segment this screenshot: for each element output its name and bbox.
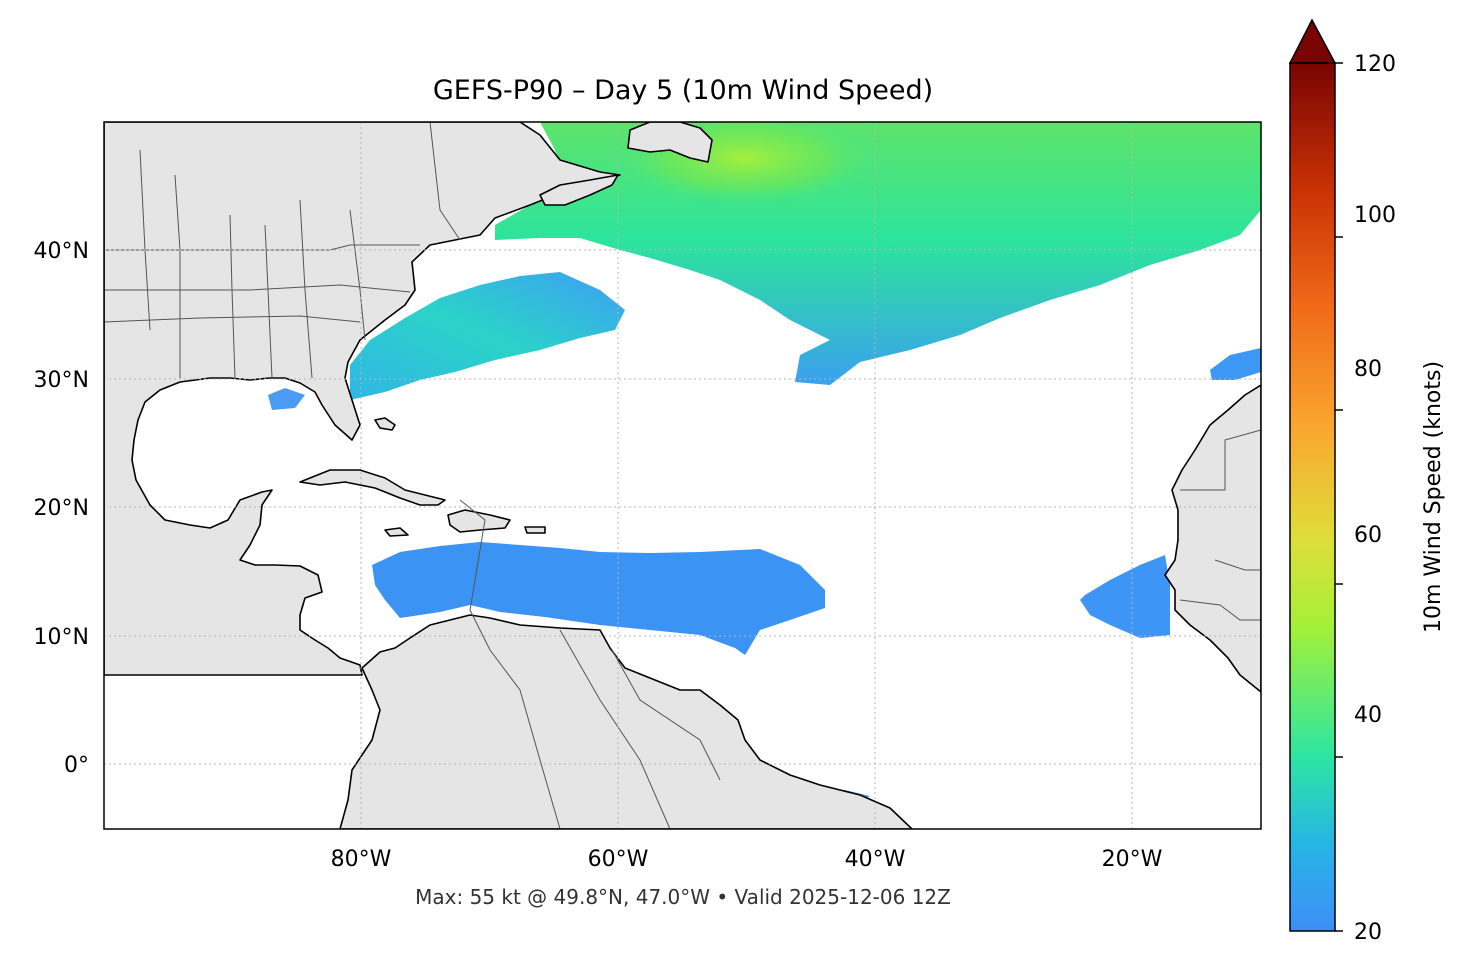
wind-region-caribbean-trades bbox=[372, 542, 825, 655]
colorbar-tick-label: 40 bbox=[1354, 703, 1382, 728]
lat-tick-label: 20°N bbox=[34, 496, 89, 521]
colorbar-frame bbox=[1289, 62, 1336, 932]
wind-region-east-coast-band bbox=[350, 272, 625, 400]
land-layer bbox=[104, 122, 1261, 829]
hispaniola-land bbox=[447, 509, 511, 533]
south-america-land bbox=[339, 614, 913, 829]
lon-tick-label: 40°W bbox=[845, 847, 906, 872]
wind-region-cape-verde-jet bbox=[1080, 555, 1170, 638]
colorbar: 20 40 60 80 100 120 10m Wind Speed (knot… bbox=[1288, 18, 1446, 945]
lat-tick-label: 0° bbox=[64, 753, 89, 778]
map-title: GEFS-P90 – Day 5 (10m Wind Speed) bbox=[433, 75, 933, 106]
wind-patch-florida bbox=[268, 388, 305, 410]
africa-land bbox=[1164, 384, 1261, 693]
lat-tick-label: 40°N bbox=[34, 239, 89, 264]
colorbar-tick-label: 100 bbox=[1354, 203, 1396, 228]
newfoundland-land bbox=[627, 122, 713, 163]
colorbar-gradient bbox=[1290, 63, 1335, 931]
wind-region-northeast-band bbox=[1210, 348, 1261, 380]
colorbar-ticks bbox=[1335, 62, 1343, 932]
lat-tick-label: 10°N bbox=[34, 625, 89, 650]
colorbar-tick-label: 60 bbox=[1354, 523, 1382, 548]
puerto-rico-land bbox=[524, 526, 546, 534]
colorbar-label: 10m Wind Speed (knots) bbox=[1421, 361, 1446, 633]
lat-tick-labels: 40°N 30°N 20°N 10°N 0° bbox=[34, 239, 89, 778]
lat-tick-label: 30°N bbox=[34, 368, 89, 393]
map-area bbox=[104, 122, 1261, 829]
lon-tick-label: 60°W bbox=[588, 847, 649, 872]
colorbar-tick-label: 80 bbox=[1354, 357, 1382, 382]
nova-scotia-land bbox=[539, 174, 619, 206]
colorbar-tick-labels: 20 40 60 80 100 120 bbox=[1354, 52, 1396, 945]
colorbar-extend-arrow bbox=[1288, 18, 1337, 64]
lon-tick-label: 80°W bbox=[331, 847, 392, 872]
state-borders bbox=[104, 122, 1261, 829]
map-subtitle: Max: 55 kt @ 49.8°N, 47.0°W • Valid 2025… bbox=[415, 885, 951, 909]
colorbar-tick-label: 120 bbox=[1354, 52, 1396, 77]
colorbar-tick-label: 20 bbox=[1354, 920, 1382, 945]
lon-tick-labels: 80°W 60°W 40°W 20°W bbox=[331, 847, 1163, 872]
bahamas-land bbox=[374, 417, 396, 431]
cuba-land bbox=[299, 469, 446, 506]
jamaica-land bbox=[384, 527, 409, 537]
map-frame bbox=[103, 121, 1262, 830]
lon-tick-label: 20°W bbox=[1102, 847, 1163, 872]
